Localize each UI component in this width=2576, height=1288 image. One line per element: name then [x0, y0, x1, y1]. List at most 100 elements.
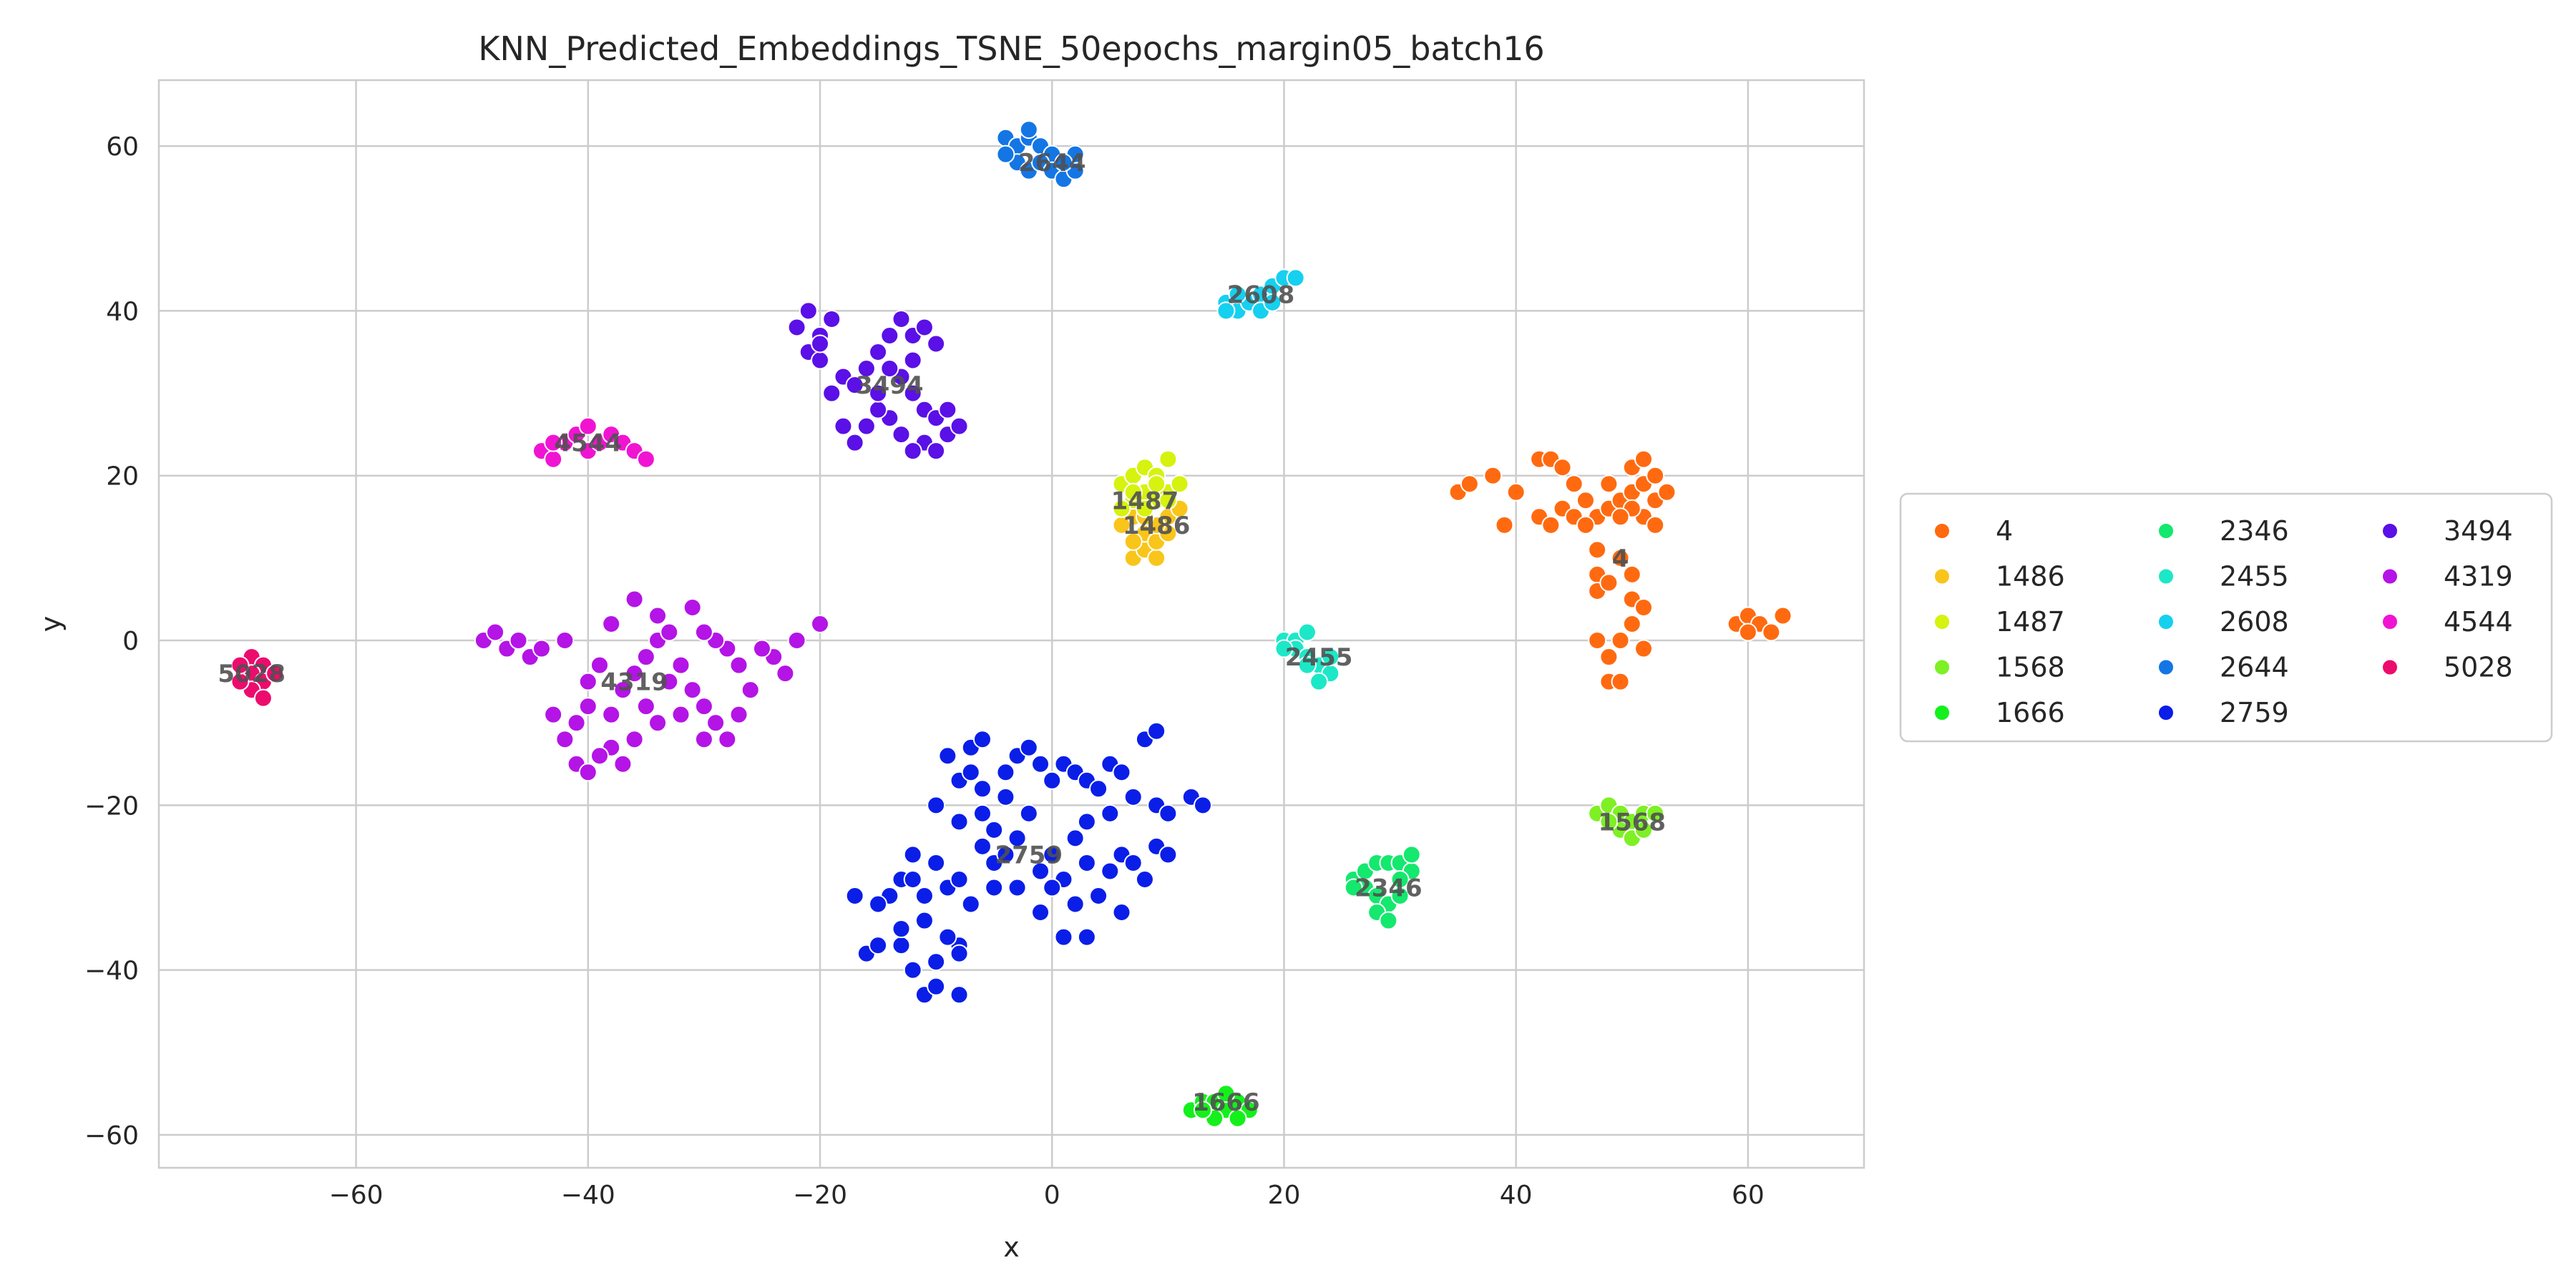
data-point — [1101, 862, 1120, 881]
series-4544 — [532, 416, 655, 469]
data-point — [1135, 869, 1154, 889]
legend-label: 1487 — [1996, 606, 2065, 638]
legend-label: 2759 — [2220, 697, 2289, 728]
x-tick-label: 40 — [1500, 1181, 1533, 1210]
data-point — [914, 911, 934, 930]
data-point — [1031, 862, 1050, 881]
series-2455 — [1274, 623, 1340, 691]
data-point — [903, 384, 922, 403]
data-point — [1634, 449, 1653, 469]
legend-label: 3494 — [2444, 515, 2513, 547]
legend-entry-4319: 4319 — [2381, 561, 2513, 592]
data-point — [1599, 648, 1619, 667]
data-point — [1228, 1108, 1247, 1128]
series-4 — [1448, 449, 1792, 691]
data-point — [1564, 474, 1584, 494]
series-4319 — [474, 590, 830, 782]
data-point — [892, 936, 911, 955]
legend-marker — [1933, 704, 1951, 721]
x-tick-label: 60 — [1732, 1181, 1765, 1210]
data-point — [1286, 268, 1305, 288]
data-point — [927, 441, 946, 461]
data-point — [972, 730, 992, 749]
data-point — [1008, 829, 1027, 848]
data-point — [903, 441, 922, 461]
data-point — [1077, 812, 1096, 831]
legend-marker — [2381, 613, 2399, 630]
data-point — [1216, 301, 1236, 321]
data-point — [811, 351, 830, 370]
data-point — [1077, 927, 1096, 947]
legend-label: 5028 — [2444, 652, 2513, 683]
data-point — [1101, 804, 1120, 823]
legend-box — [1899, 492, 2553, 743]
data-point — [1089, 887, 1108, 905]
data-point — [950, 985, 969, 1005]
legend-marker — [2157, 658, 2175, 676]
data-point — [996, 845, 1015, 864]
series-1568 — [1588, 796, 1665, 848]
legend-entry-2644: 2644 — [2157, 652, 2289, 683]
data-point — [1228, 285, 1247, 304]
data-point — [914, 887, 934, 905]
data-point — [1158, 491, 1178, 510]
data-point — [1576, 515, 1595, 535]
data-point — [1112, 903, 1131, 922]
data-point — [961, 763, 980, 782]
data-point — [590, 746, 610, 766]
data-point — [1123, 482, 1143, 502]
series-1486 — [1112, 499, 1189, 567]
series-1666 — [1181, 1084, 1259, 1128]
legend-marker — [2157, 704, 2175, 721]
cluster-label: 1487 — [1111, 487, 1179, 515]
data-point — [1274, 639, 1294, 658]
data-point — [927, 952, 946, 972]
data-point — [822, 384, 841, 403]
data-point — [1634, 820, 1653, 839]
legend-entry-4544: 4544 — [2381, 606, 2513, 638]
data-point — [950, 869, 969, 889]
data-point — [845, 887, 864, 905]
data-point — [1147, 548, 1166, 567]
data-point — [578, 763, 597, 782]
cluster-label: 2608 — [1227, 280, 1295, 309]
cluster-label: 1486 — [1123, 512, 1191, 540]
legend-entry-1487: 1487 — [1933, 606, 2065, 638]
y-tick-label: 0 — [122, 627, 139, 656]
cluster-label: 2759 — [995, 841, 1063, 869]
legend-entry-2759: 2759 — [2157, 697, 2289, 728]
data-point — [544, 705, 563, 724]
data-point — [996, 787, 1015, 806]
legend-label: 1568 — [1996, 652, 2065, 683]
data-point — [671, 705, 691, 724]
data-point — [694, 730, 713, 749]
data-point — [938, 746, 957, 766]
data-point — [857, 359, 876, 379]
data-point — [578, 672, 597, 691]
data-point — [1611, 507, 1630, 527]
data-point — [1077, 853, 1096, 872]
data-point — [1390, 869, 1410, 889]
cluster-label: 2346 — [1355, 874, 1423, 902]
data-point — [1634, 639, 1653, 658]
data-point — [996, 145, 1015, 164]
data-point — [1019, 120, 1038, 140]
legend-marker — [1933, 567, 1951, 585]
legend-entry-1666: 1666 — [1933, 697, 2065, 728]
data-point — [567, 713, 586, 733]
chart-title: KNN_Predicted_Embeddings_TSNE_50epochs_m… — [478, 29, 1544, 68]
legend-marker — [1933, 613, 1951, 630]
legend-entry-2455: 2455 — [2157, 561, 2289, 592]
data-point — [671, 655, 691, 675]
y-axis-label: y — [35, 616, 67, 633]
data-points — [230, 120, 1792, 1128]
y-tick-label: 20 — [106, 462, 139, 492]
data-point — [613, 754, 633, 774]
data-point — [625, 590, 644, 609]
cluster-label: 4319 — [600, 668, 668, 697]
data-point — [869, 343, 888, 361]
legend-entry-1568: 1568 — [1933, 652, 2065, 683]
data-point — [544, 433, 563, 452]
